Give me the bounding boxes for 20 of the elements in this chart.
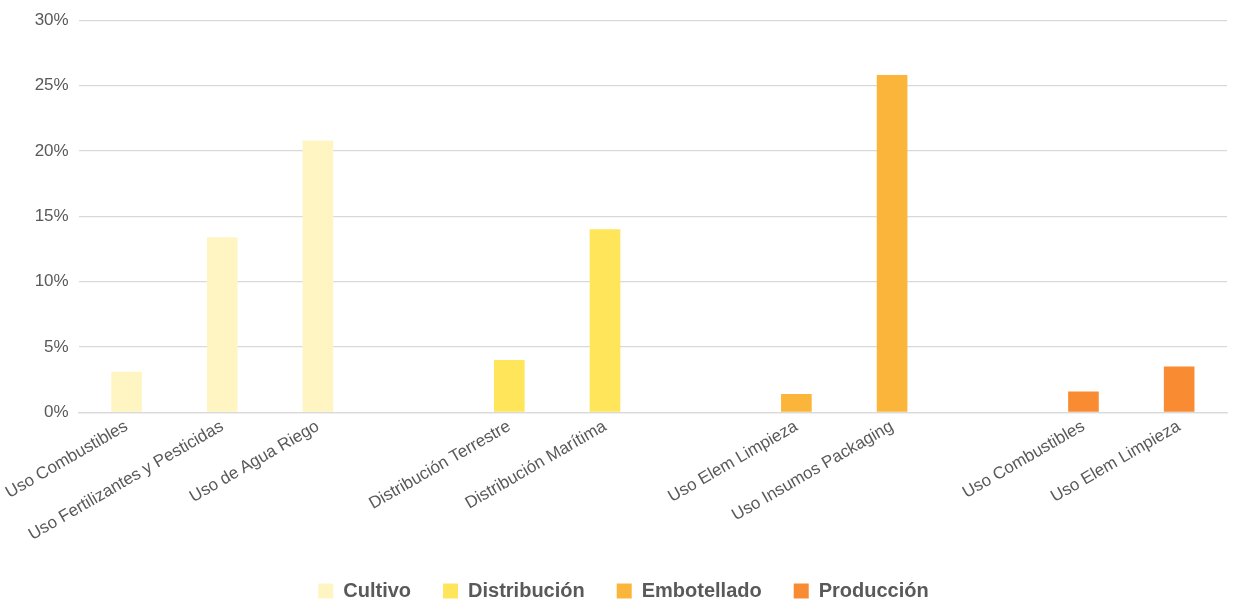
y-tick-label: 5% — [44, 336, 69, 356]
legend-label: Distribución — [468, 578, 585, 601]
y-tick-label: 15% — [34, 205, 69, 225]
legend-label: Producción — [818, 578, 929, 601]
bar — [111, 371, 142, 412]
bar — [206, 237, 238, 412]
bar — [302, 140, 334, 412]
bar — [494, 360, 525, 412]
bar — [1163, 366, 1195, 412]
y-tick-label: 0% — [44, 402, 69, 422]
bar — [781, 394, 812, 412]
bar — [589, 229, 621, 412]
bar — [1068, 391, 1099, 412]
y-tick-label: 30% — [34, 9, 69, 29]
y-tick-label: 25% — [34, 75, 69, 95]
legend-label: Cultivo — [343, 578, 412, 601]
y-tick-label: 10% — [34, 271, 69, 291]
legend-label: Embotellado — [641, 578, 762, 601]
bar — [876, 75, 908, 412]
y-tick-label: 20% — [34, 140, 69, 160]
